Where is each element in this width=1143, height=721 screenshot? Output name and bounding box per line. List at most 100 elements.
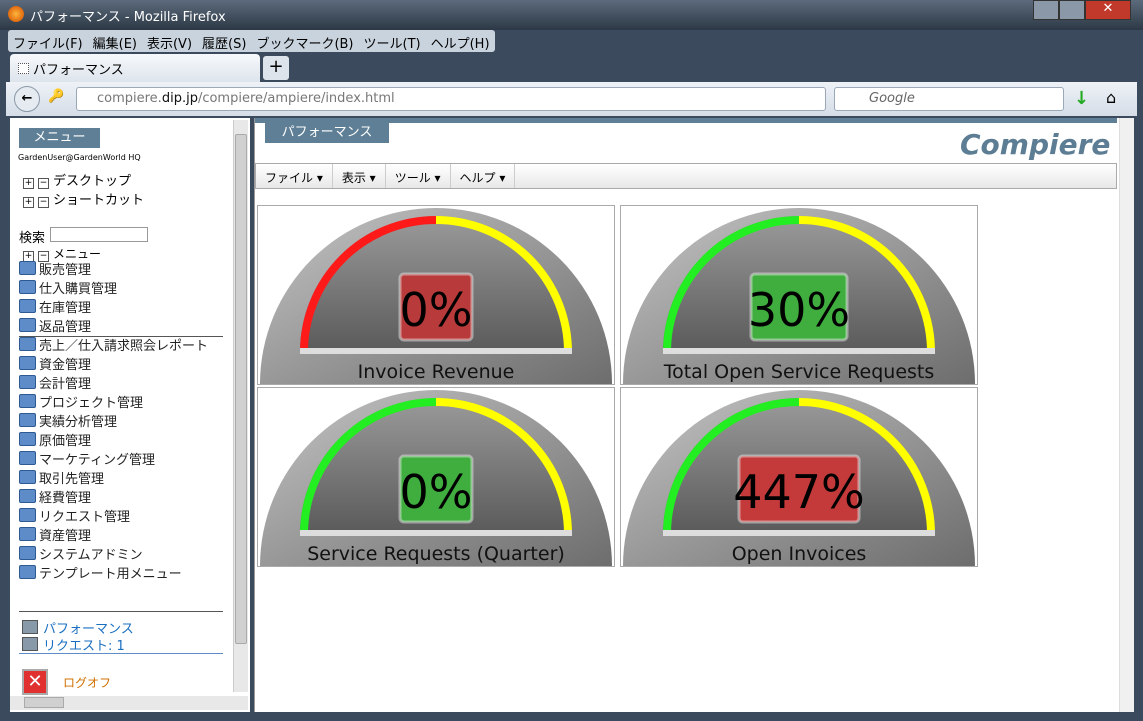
sidebar-header: メニュー [19,128,100,148]
menu-folder[interactable]: 資産管理 [19,525,91,544]
url-prefix: compiere. [97,91,162,106]
menu-root-label: メニュー [53,247,102,261]
maximize-button[interactable] [1059,0,1085,20]
identity-icon: 🔑 [48,89,65,104]
gauge: 447% Open Invoices [623,390,975,566]
menu-folder[interactable]: 原価管理 [19,430,91,449]
value-box [737,454,861,524]
search-input[interactable] [50,227,148,242]
app-menu-item[interactable]: 表示 ▾ [333,164,386,188]
download-button[interactable]: ↓ [1074,88,1090,109]
app-menu-bar: ファイル ▾ 表示 ▾ ツール ▾ ヘルプ ▾ [255,163,1117,189]
gauge-band-low [300,216,437,353]
tree-label: デスクトップ [53,174,132,189]
app-menu-item[interactable]: ツール ▾ [386,164,451,188]
menu-item[interactable]: 編集(E) [92,37,137,52]
gauge-value: 447% [733,465,865,519]
header-band [255,118,1117,123]
gauge-panel: 30% Total Open Service Requests [620,205,978,385]
gauge-band-low [300,398,437,535]
value-box [398,272,474,342]
horizontal-scrollbar[interactable] [10,696,248,710]
menu-folder[interactable]: 会計管理 [19,373,91,392]
minimize-button[interactable] [1033,0,1059,20]
menu-folder[interactable]: 在庫管理 [19,297,91,316]
menu-folder[interactable]: 取引先管理 [19,468,104,487]
nav-bar: ← 🔑 compiere.dip.jp/compiere/ampiere/ind… [6,82,1137,116]
firefox-icon [8,6,24,22]
gauge-label: Total Open Service Requests [663,361,935,383]
app-menu-item[interactable]: ファイル ▾ [256,164,333,188]
gauge-panel: 0% Service Requests (Quarter) [257,387,615,567]
value-box [749,272,849,342]
tab-title: パフォーマンス [33,63,124,78]
logout-icon[interactable]: ✕ [22,669,48,695]
menu-folder[interactable]: 売上／仕入請求照会レポート [19,335,208,354]
home-button[interactable]: ⌂ [1106,88,1117,107]
search-placeholder: Google [869,91,915,106]
gauge-base [663,348,935,354]
gauge-grid: 0% Invoice Revenue 30% Total Open Service … [257,205,987,575]
sidebar: メニュー GardenUser@GardenWorld HQ 検索 + − メニュー… [10,118,250,712]
menu-folder[interactable]: 実績分析管理 [19,411,117,430]
gauge-value: 30% [748,283,850,337]
title-bar: パフォーマンス - Mozilla Firefox ✕ [0,0,1143,30]
sidebar-link[interactable]: リクエスト: 1 [22,635,125,654]
divider [19,611,223,612]
search-bar[interactable]: Google [834,87,1064,111]
main-scrollbar[interactable] [1119,118,1134,712]
menu-folder[interactable]: 販売管理 [19,259,91,278]
sidebar-link[interactable]: パフォーマンス [22,618,134,637]
vertical-scrollbar[interactable] [233,120,248,692]
menu-folder[interactable]: テンプレート用メニュー [19,563,182,582]
window-controls: ✕ [1033,0,1135,20]
menu-folder[interactable]: 経費管理 [19,487,91,506]
main-content: パフォーマンス Compiere ファイル ▾ 表示 ▾ ツール ▾ ヘルプ ▾ 0%… [254,118,1134,712]
gauge: 30% Total Open Service Requests [623,208,975,384]
tab-bar: パフォーマンス + [10,54,1133,82]
gauge: 0% Invoice Revenue [260,208,612,384]
menu-item[interactable]: ヘルプ(H) [430,37,490,52]
main-tab[interactable]: パフォーマンス [265,123,389,143]
user-label: GardenUser@GardenWorld HQ [18,153,141,162]
close-button[interactable]: ✕ [1085,0,1131,20]
gauge-base [300,530,572,536]
menu-bar: ファイル(F) 編集(E) 表示(V) 履歴(S) ブックマーク(B) ツール(T) ヘルプ… [8,30,495,52]
tree-item[interactable]: + − ショートカット [23,193,145,208]
gauge-band-low [663,398,800,535]
menu-item[interactable]: ブックマーク(B) [256,37,354,52]
search-label: 検索 [19,231,46,246]
menu-folder[interactable]: 返品管理 [19,316,91,335]
url-bar[interactable]: compiere.dip.jp/compiere/ampiere/index.h… [76,87,826,111]
menu-folder[interactable]: リクエスト管理 [19,506,130,525]
app-menu-item[interactable]: ヘルプ ▾ [451,164,516,188]
gauge-base [300,348,572,354]
gauge-label: Open Invoices [732,543,867,565]
gauge-value: 0% [400,465,473,519]
back-button[interactable]: ← [14,86,40,112]
gauge-value: 0% [400,283,473,337]
menu-folder[interactable]: マーケティング管理 [19,449,155,468]
tree-label: ショートカット [53,193,145,208]
logout-link[interactable]: ログオフ [63,676,112,690]
tab[interactable]: パフォーマンス [10,54,260,82]
gauge-panel: 447% Open Invoices [620,387,978,567]
menu-item[interactable]: 履歴(S) [202,37,247,52]
gauge-label: Invoice Revenue [358,361,515,383]
logo: Compiere [960,128,1111,161]
menu-root[interactable]: + − メニュー [23,247,102,262]
menu-folder[interactable]: プロジェクト管理 [19,392,143,411]
menu-item[interactable]: 表示(V) [146,37,193,52]
gauge-base [663,530,935,536]
tree-item[interactable]: + − デスクトップ [23,174,132,189]
menu-folder[interactable]: システムアドミン [19,544,143,563]
menu-folder[interactable]: 資金管理 [19,354,91,373]
menu-item[interactable]: ファイル(F) [13,37,83,52]
gauge: 0% Service Requests (Quarter) [260,390,612,566]
menu-folder[interactable]: 仕入購買管理 [19,278,117,297]
gauge-band-low [663,216,800,353]
window-title: パフォーマンス - Mozilla Firefox [30,10,226,25]
menu-item[interactable]: ツール(T) [363,37,421,52]
new-tab-button[interactable]: + [263,56,289,80]
